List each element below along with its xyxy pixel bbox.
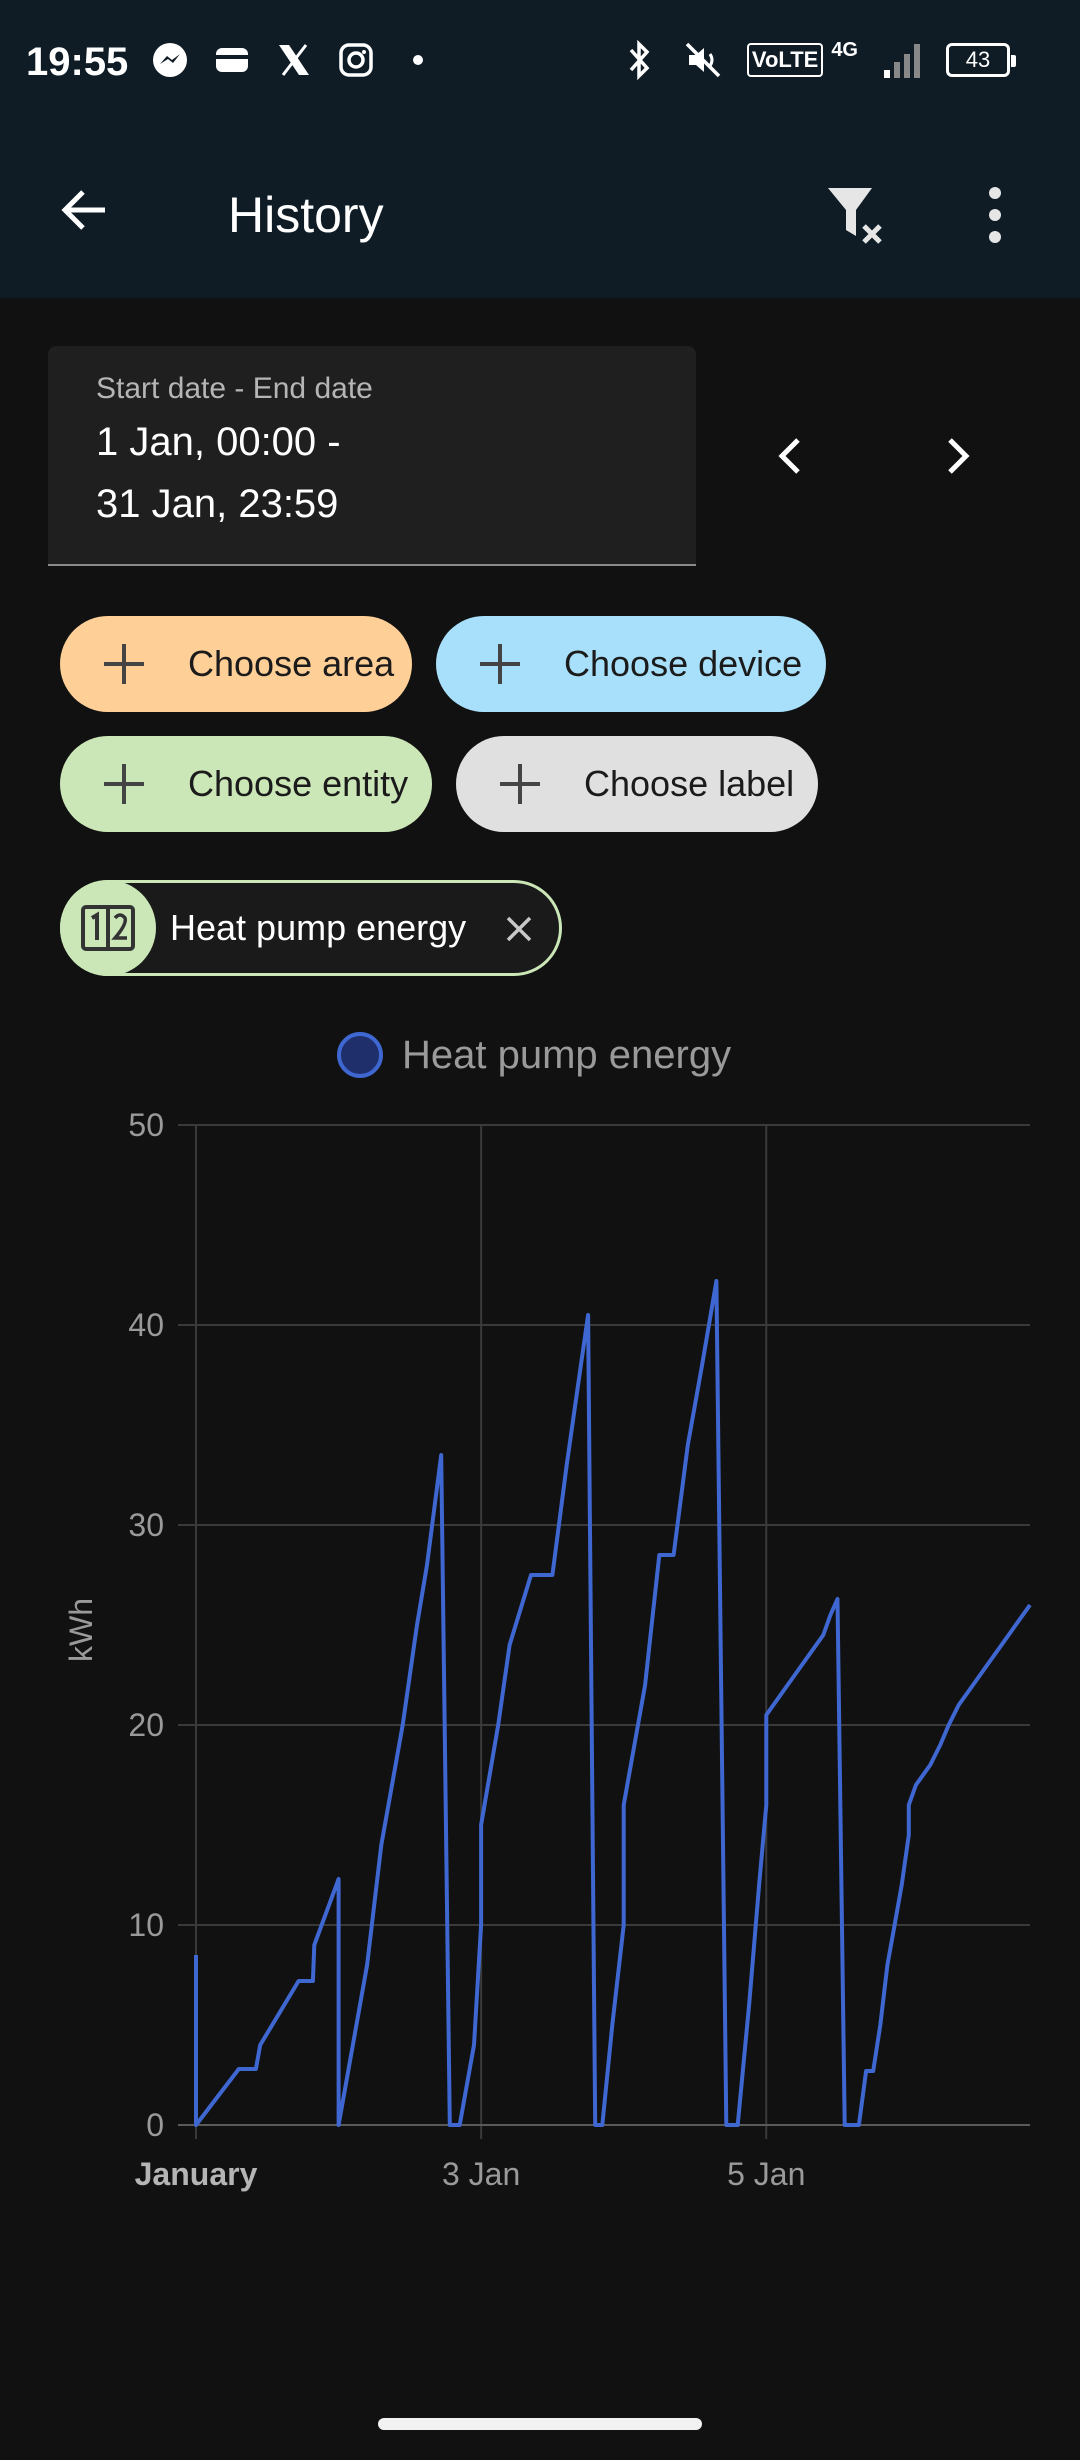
home-indicator[interactable] — [378, 2418, 702, 2430]
dot-icon — [398, 40, 438, 80]
counter-icon — [60, 880, 156, 976]
bluetooth-icon — [619, 40, 659, 80]
x-icon — [274, 40, 314, 80]
selected-entity-name: Heat pump energy — [170, 907, 467, 948]
close-icon — [506, 916, 532, 942]
volte-label: VoLTE — [746, 43, 824, 77]
date-range-label: Start date - End date — [96, 372, 373, 405]
battery-icon: 43 — [946, 43, 1016, 77]
battery-level: 43 — [965, 47, 991, 72]
y-tick-label: 0 — [146, 2107, 164, 2143]
date-range-start: 1 Jan, 00:00 - — [96, 420, 341, 464]
choose-area-button[interactable]: Choose area — [60, 616, 412, 712]
previous-range-button[interactable] — [750, 416, 830, 496]
network-label: 4G — [831, 38, 858, 61]
selected-entity-chip[interactable]: Heat pump energy — [60, 880, 562, 976]
remove-entity-button[interactable] — [497, 907, 541, 951]
y-tick-label: 50 — [128, 1107, 164, 1143]
choose-device-label: Choose device — [564, 643, 803, 684]
x-tick-label: 3 Jan — [442, 2156, 520, 2192]
choose-entity-button[interactable]: Choose entity — [60, 736, 432, 832]
date-range-end: 31 Jan, 23:59 — [96, 482, 339, 526]
system-icons: VoLTE 4G 43 — [619, 39, 1016, 80]
filter-remove-icon — [828, 188, 882, 244]
plus-icon — [480, 644, 520, 684]
y-tick-label: 10 — [128, 1907, 164, 1943]
choose-area-label: Choose area — [188, 643, 395, 684]
choose-label-button[interactable]: Choose label — [456, 736, 818, 832]
chevron-left-icon — [778, 438, 800, 474]
series-line — [194, 1279, 1032, 2127]
app-bar: History — [0, 130, 1080, 298]
messenger-icon — [150, 40, 190, 80]
more-vert-icon — [989, 187, 1001, 243]
legend-marker — [337, 1032, 383, 1078]
y-tick-label: 20 — [128, 1707, 164, 1743]
date-range-field[interactable]: Start date - End date 1 Jan, 00:00 - 31 … — [48, 346, 696, 566]
page-title: History — [228, 187, 384, 243]
back-button[interactable] — [44, 170, 124, 250]
choose-device-button[interactable]: Choose device — [436, 616, 826, 712]
y-axis-label: kWh — [63, 1598, 99, 1662]
y-tick-label: 40 — [128, 1307, 164, 1343]
plus-icon — [500, 764, 540, 804]
back-arrow-icon — [61, 190, 105, 230]
mute-icon — [683, 40, 723, 80]
chart-legend[interactable]: Heat pump energy — [337, 1032, 731, 1078]
choose-entity-label: Choose entity — [188, 763, 409, 804]
volte-icon: VoLTE 4G — [746, 39, 858, 77]
next-range-button[interactable] — [918, 416, 998, 496]
y-tick-label: 30 — [128, 1507, 164, 1543]
plus-icon — [104, 644, 144, 684]
notification-icons — [150, 40, 438, 80]
wallet-icon — [212, 40, 252, 80]
status-bar: 19:55 VoLTE 4G 43 — [0, 0, 1080, 130]
choose-label-label: Choose label — [584, 763, 795, 804]
history-chart: Heat pump energy 0 10 20 30 40 50 January 3 Ja… — [63, 1032, 1032, 2192]
x-tick-label: January — [135, 2156, 258, 2192]
clear-filter-button[interactable] — [810, 170, 900, 260]
status-time: 19:55 — [26, 40, 129, 84]
plus-icon — [104, 764, 144, 804]
chevron-right-icon — [948, 438, 970, 474]
instagram-icon — [336, 40, 376, 80]
signal-icon — [882, 40, 922, 80]
x-tick-label: 5 Jan — [727, 2156, 805, 2192]
legend-label: Heat pump energy — [402, 1033, 731, 1077]
more-options-button[interactable] — [955, 170, 1035, 260]
